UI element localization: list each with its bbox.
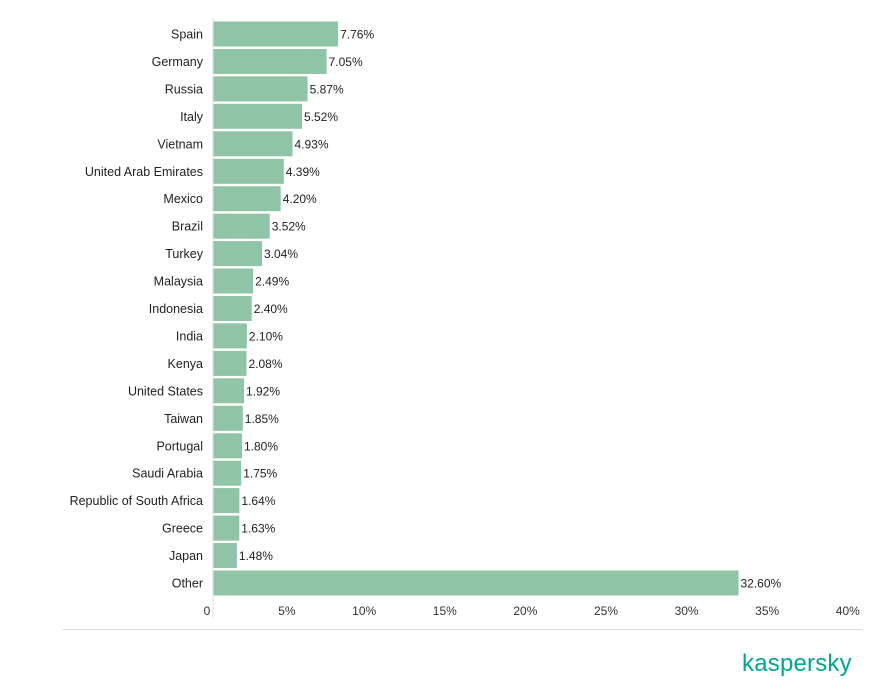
- value-label: 5.87%: [310, 82, 344, 96]
- kaspersky-logo: kaspersky: [742, 650, 852, 677]
- category-label: Germany: [152, 55, 204, 69]
- x-tick-label: 0: [204, 604, 211, 618]
- bar: [213, 570, 739, 596]
- x-tick-label: 15%: [433, 604, 457, 618]
- category-label: Spain: [171, 28, 203, 42]
- bar: [213, 49, 327, 74]
- value-label: 1.92%: [246, 384, 280, 398]
- value-label: 4.39%: [286, 165, 320, 179]
- category-label: Turkey: [165, 247, 203, 261]
- bar: [213, 543, 237, 568]
- bar: [213, 241, 262, 267]
- x-axis-ticks: 0 5% 10% 15% 20% 25% 30% 35% 40%: [204, 604, 860, 618]
- value-label: 1.48%: [239, 549, 273, 563]
- bars-group: [213, 21, 739, 596]
- bar: [213, 515, 240, 541]
- value-label: 2.10%: [249, 329, 283, 343]
- value-label: 1.80%: [244, 439, 278, 453]
- bar: [213, 378, 244, 404]
- x-tick-label: 5%: [278, 604, 296, 618]
- value-label: 7.76%: [340, 28, 374, 42]
- category-label: Taiwan: [164, 412, 203, 426]
- bar: [213, 405, 243, 431]
- x-tick-label: 40%: [836, 604, 860, 618]
- bar: [213, 433, 242, 459]
- value-label: 1.75%: [243, 467, 277, 481]
- value-label: 3.52%: [272, 220, 306, 234]
- category-label: Portugal: [156, 439, 203, 453]
- x-tick-label: 35%: [755, 604, 779, 618]
- bar: [213, 296, 252, 321]
- category-label: United Arab Emirates: [85, 165, 203, 179]
- category-label: Russia: [165, 82, 203, 96]
- category-label: Saudi Arabia: [132, 467, 203, 481]
- bar: [213, 131, 293, 157]
- bar: [213, 323, 247, 349]
- value-labels: 7.76% 7.05% 5.87% 5.52% 4.93% 4.39% 4.20% 3.52%…: [239, 28, 782, 591]
- category-label: Japan: [169, 549, 203, 563]
- value-label: 1.85%: [245, 412, 279, 426]
- value-label: 32.60%: [741, 577, 782, 591]
- category-label: Italy: [180, 110, 204, 124]
- x-tick-label: 20%: [513, 604, 537, 618]
- value-label: 1.64%: [241, 494, 275, 508]
- category-labels: Spain Germany Russia Italy Vietnam United Ara…: [70, 28, 204, 591]
- category-label: Brazil: [172, 220, 203, 234]
- category-label: India: [176, 329, 203, 343]
- category-label: Kenya: [168, 357, 203, 371]
- bar: [213, 213, 270, 239]
- value-label: 3.04%: [264, 247, 298, 261]
- bar: [213, 158, 284, 184]
- value-label: 7.05%: [329, 55, 363, 69]
- category-label: Republic of South Africa: [70, 494, 203, 508]
- bar: [213, 76, 308, 102]
- category-label: Indonesia: [149, 302, 203, 316]
- x-tick-label: 30%: [675, 604, 699, 618]
- bar: [213, 460, 242, 486]
- value-label: 1.63%: [241, 522, 275, 536]
- value-label: 4.93%: [295, 137, 329, 151]
- bar: [213, 488, 240, 514]
- category-label: Mexico: [163, 192, 203, 206]
- value-label: 2.08%: [249, 357, 283, 371]
- bar: [213, 350, 247, 376]
- category-label: United States: [128, 384, 203, 398]
- bar: [213, 21, 339, 47]
- category-label: Other: [172, 577, 203, 591]
- bar: [213, 103, 302, 129]
- category-label: Vietnam: [157, 137, 203, 151]
- value-label: 5.52%: [304, 110, 338, 124]
- value-label: 2.40%: [254, 302, 288, 316]
- value-label: 4.20%: [283, 192, 317, 206]
- x-tick-label: 25%: [594, 604, 618, 618]
- category-label: Malaysia: [154, 275, 203, 289]
- value-label: 2.49%: [255, 275, 289, 289]
- bar: [213, 186, 281, 212]
- category-label: Greece: [162, 522, 203, 536]
- x-tick-label: 10%: [352, 604, 376, 618]
- bar: [213, 268, 254, 294]
